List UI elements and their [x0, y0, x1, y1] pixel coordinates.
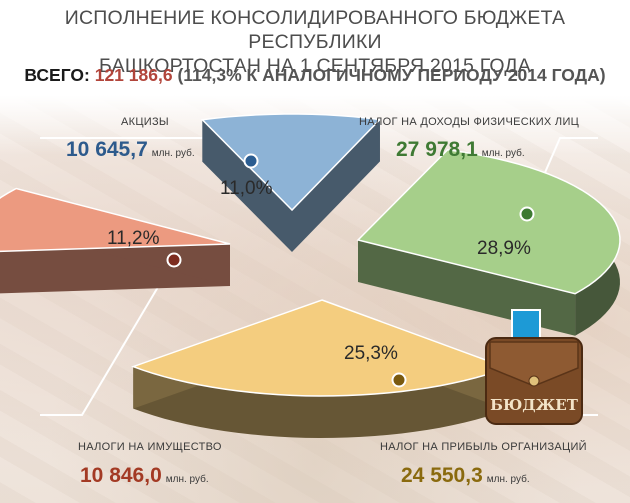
total-note: (114,3% К АНАЛОГИЧНОМУ ПЕРИОДУ 2014 ГОДА… — [177, 65, 606, 85]
slice-excise — [200, 113, 382, 212]
budget-badge-text: БЮДЖЕТ — [490, 396, 579, 414]
slice-percent-income: 28,9% — [477, 238, 531, 259]
briefcase-clasp — [528, 375, 540, 387]
slice-value-income-number: 27 978,1 — [396, 138, 478, 161]
marker-dot-property — [166, 252, 182, 268]
slice-percent-property: 11,2% — [107, 228, 160, 249]
slice-unit-excise: млн. руб. — [151, 148, 195, 159]
slice-value-excise: 10 645,7 млн. руб. — [66, 138, 195, 162]
total-value: 121 186,6 — [94, 65, 173, 85]
marker-dot-excise — [243, 153, 259, 169]
total-line: ВСЕГО: 121 186,6 (114,3% К АНАЛОГИЧНОМУ … — [0, 65, 630, 86]
slice-value-property: 10 846,0 млн. руб. — [80, 464, 209, 488]
slice-label-profit: НАЛОГ НА ПРИБЫЛЬ ОРГАНИЗАЦИЙ — [380, 441, 587, 453]
slice-face-start-excise — [202, 119, 292, 252]
slice-value-profit-number: 24 550,3 — [401, 464, 483, 487]
slice-value-income: 27 978,1 млн. руб. — [396, 138, 525, 162]
slice-property — [0, 187, 231, 253]
slice-percent-excise: 11,0% — [220, 178, 273, 199]
slice-value-property-number: 10 846,0 — [80, 464, 162, 487]
slice-side-profit — [133, 366, 508, 438]
slice-percent-profit: 25,3% — [344, 343, 398, 364]
slice-face-end-excise — [292, 119, 380, 252]
leader-line-property — [40, 259, 175, 416]
slice-profit — [131, 299, 510, 397]
total-label: ВСЕГО: — [24, 65, 90, 85]
slice-label-property: НАЛОГИ НА ИМУЩЕСТВО — [78, 441, 222, 453]
slice-income — [356, 148, 621, 295]
slice-label-excise: АКЦИЗЫ — [121, 116, 169, 128]
marker-dot-income — [519, 206, 535, 222]
pie-slices — [0, 113, 621, 438]
slice-value-excise-number: 10 645,7 — [66, 138, 148, 161]
marker-dots — [166, 153, 535, 388]
page-title: ИСПОЛНЕНИЕ КОНСОЛИДИРОВАННОГО БЮДЖЕТА РЕ… — [64, 7, 566, 77]
briefcase-flap — [489, 341, 579, 387]
slice-value-profit: 24 550,3 млн. руб. — [401, 464, 530, 488]
slice-unit-profit: млн. руб. — [486, 474, 530, 485]
budget-badge: БЮДЖЕТ — [485, 309, 583, 425]
marker-dot-profit — [391, 372, 407, 388]
slice-unit-income: млн. руб. — [481, 148, 525, 159]
slice-unit-property: млн. руб. — [165, 474, 209, 485]
slice-label-income: НАЛОГ НА ДОХОДЫ ФИЗИЧЕСКИХ ЛИЦ — [359, 116, 580, 128]
